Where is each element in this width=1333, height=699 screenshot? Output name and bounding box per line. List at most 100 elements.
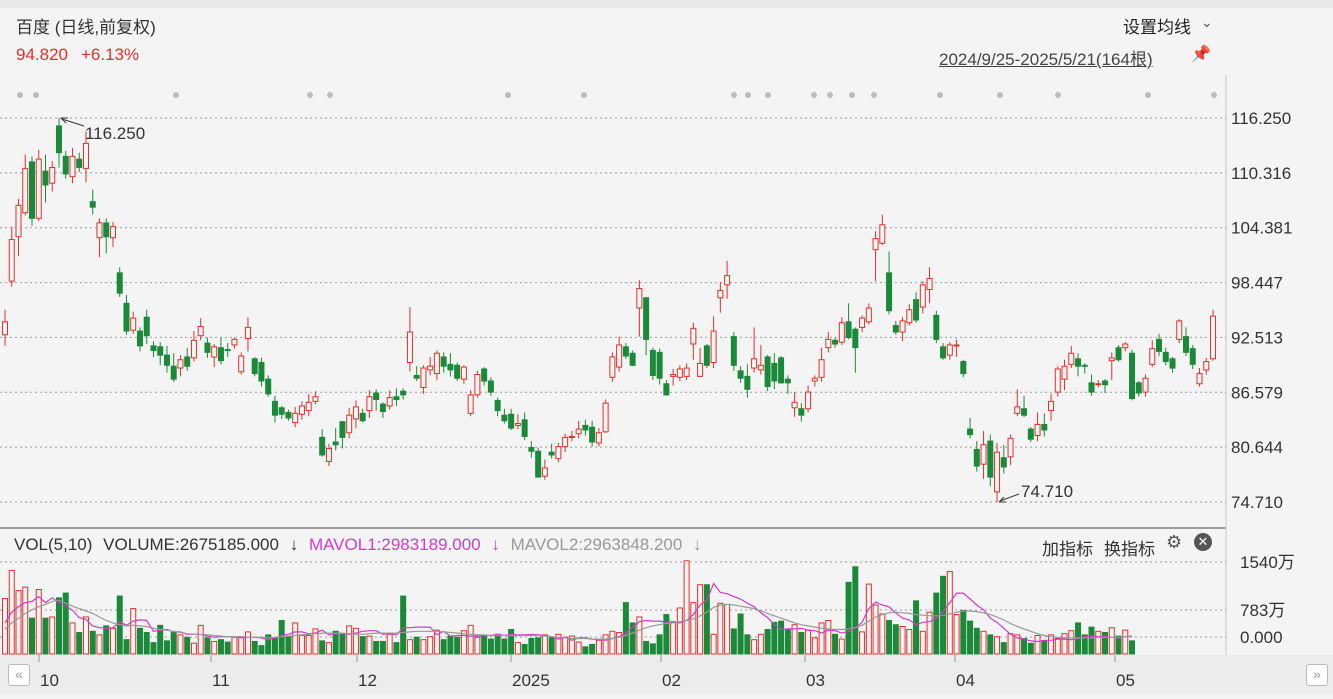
down-arrow-icon: ↓: [693, 535, 702, 554]
scroll-left-button[interactable]: «: [8, 664, 30, 686]
candle-body: [28, 161, 35, 219]
price-tick-label: 98.447: [1231, 274, 1283, 293]
candle-body: [170, 365, 177, 380]
chevron-down-icon[interactable]: ⌄: [1201, 14, 1213, 30]
candle-body: [406, 331, 413, 364]
volume-bar: [973, 627, 980, 655]
volume-bar: [217, 639, 224, 655]
volume-bar: [22, 586, 29, 655]
volume-bar: [568, 635, 575, 655]
volume-bar: [325, 642, 332, 655]
candle-body: [359, 412, 366, 422]
panel-separator: [0, 527, 1226, 529]
volume-bar: [717, 602, 724, 655]
max-arrowhead: [60, 117, 68, 124]
volume-bar: [1108, 627, 1115, 655]
candle-body: [562, 436, 569, 448]
candle-body: [447, 363, 454, 371]
volume-bar: [690, 602, 697, 655]
candle-body: [1135, 382, 1142, 394]
volume-bar: [521, 643, 528, 655]
volume-bar: [879, 613, 886, 655]
event-marker: [997, 92, 1003, 98]
swap-indicator-button[interactable]: 换指标: [1104, 540, 1155, 559]
volume-bar: [1081, 634, 1088, 655]
gear-icon[interactable]: ⚙: [1166, 532, 1183, 552]
volume-bar: [818, 622, 825, 655]
add-indicator-button[interactable]: 加指标: [1042, 540, 1093, 559]
volume-bar: [487, 638, 494, 655]
volume-bar: [305, 634, 312, 655]
candle-body: [285, 411, 292, 419]
ma-setting-button[interactable]: 设置均线: [1123, 18, 1191, 37]
volume-bar: [919, 630, 926, 655]
candle-body: [784, 378, 791, 384]
volume-bar: [683, 560, 690, 655]
volume-bar: [467, 624, 474, 655]
volume-bar: [258, 645, 265, 655]
volume-bar: [994, 636, 1001, 655]
min-arrow: [999, 493, 1020, 502]
candle-body: [535, 450, 542, 478]
candle-body: [123, 302, 130, 332]
candle-body: [440, 356, 447, 367]
volume-bar: [575, 641, 582, 655]
candle-body: [190, 339, 197, 359]
volume-bar: [339, 633, 346, 655]
candle-body: [116, 272, 123, 294]
volume-bar: [1041, 640, 1048, 655]
scroll-right-button[interactable]: »: [1306, 664, 1328, 686]
candle-body: [346, 414, 353, 434]
candle-body: [1075, 358, 1082, 367]
candle-body: [76, 158, 83, 168]
volume-bar: [764, 629, 771, 655]
candle-body: [204, 342, 211, 353]
volume-bar: [400, 595, 407, 655]
volume-bar: [359, 636, 366, 655]
volume-bar: [710, 633, 717, 655]
volume-bar: [899, 626, 906, 655]
volume-bar: [744, 634, 751, 655]
volume-bar: [865, 583, 872, 655]
volume-bar: [82, 616, 89, 655]
candle-body: [55, 125, 62, 154]
candle-body: [886, 272, 893, 312]
candle-body: [1122, 343, 1129, 349]
date-range-label[interactable]: 2024/9/25-2025/5/21(164根): [939, 50, 1153, 69]
candle-body: [508, 413, 515, 429]
volume-bar: [69, 622, 76, 655]
volume-bar: [886, 620, 893, 655]
volume-bar: [798, 631, 805, 655]
x-tick-label: 03: [806, 671, 825, 690]
candle-body: [332, 441, 339, 446]
event-marker: [1211, 92, 1217, 98]
stock-title: 百度 (日线,前复权): [16, 18, 156, 37]
volume-bar: [427, 636, 434, 655]
volume-bar: [440, 639, 447, 655]
close-icon[interactable]: ✕: [1194, 533, 1212, 551]
event-marker: [765, 92, 771, 98]
volume-bar: [548, 637, 555, 655]
volume-bar: [62, 592, 69, 655]
volume-bar: [609, 630, 616, 655]
volume-bar: [541, 634, 548, 655]
candle-body: [805, 391, 812, 410]
volume-bar: [89, 630, 96, 655]
candle-body: [1048, 400, 1055, 412]
min-arrowhead: [998, 496, 1007, 503]
pin-icon[interactable]: 📌: [1191, 46, 1211, 63]
volume-bar: [751, 639, 758, 655]
candle-body: [217, 347, 224, 362]
event-marker: [731, 92, 737, 98]
volume-tick-label: 783万: [1240, 601, 1285, 620]
candle-body: [933, 314, 940, 340]
candle-body: [751, 358, 758, 369]
volume-bar: [663, 614, 670, 655]
candle-body: [737, 370, 744, 379]
candle-body: [1102, 380, 1109, 386]
candle-body: [298, 405, 305, 415]
candle-body: [487, 380, 494, 393]
candle-body: [980, 444, 987, 465]
candle-body: [2, 321, 8, 336]
price-tick-label: 110.316: [1231, 164, 1291, 183]
